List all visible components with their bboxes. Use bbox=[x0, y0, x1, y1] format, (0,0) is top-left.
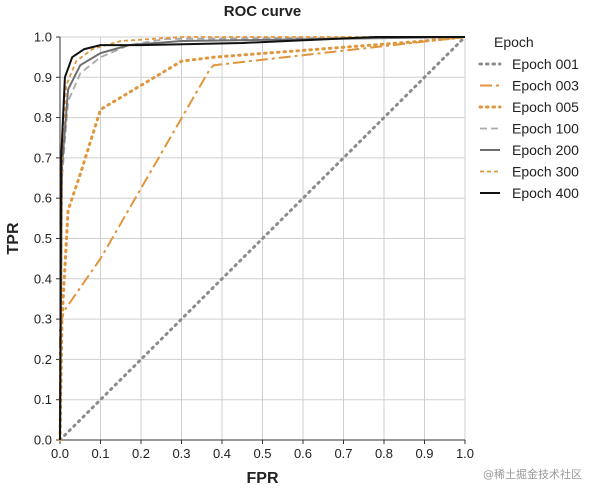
x-axis-label: FPR bbox=[247, 470, 279, 486]
y-tick-label: 0.6 bbox=[34, 191, 52, 206]
x-tick-label: 0.1 bbox=[91, 446, 109, 461]
y-tick-label: 0.4 bbox=[34, 271, 52, 286]
x-tick-label: 0.6 bbox=[294, 446, 312, 461]
x-tick-label: 0.8 bbox=[375, 446, 393, 461]
y-tick-label: 0.1 bbox=[34, 392, 52, 407]
x-tick-label: 0.4 bbox=[213, 446, 231, 461]
y-tick-label: 0.0 bbox=[34, 433, 52, 448]
y-tick-label: 0.9 bbox=[34, 70, 52, 85]
y-tick-label: 0.7 bbox=[34, 150, 52, 165]
y-axis-label: TPR bbox=[5, 222, 22, 254]
y-tick-label: 1.0 bbox=[34, 30, 52, 45]
x-tick-label: 1.0 bbox=[456, 446, 474, 461]
legend-entry: Epoch 005 bbox=[512, 99, 579, 115]
series-line-epoch-100 bbox=[59, 36, 466, 441]
y-tick-label: 0.3 bbox=[34, 312, 52, 327]
legend-entry: Epoch 100 bbox=[512, 121, 579, 137]
legend-title: Epoch bbox=[494, 34, 534, 50]
y-tick-label: 0.2 bbox=[34, 352, 52, 367]
x-tick-label: 0.5 bbox=[253, 446, 271, 461]
x-tick-label: 0.9 bbox=[415, 446, 433, 461]
chart-title: ROC curve bbox=[224, 3, 302, 20]
series-line-epoch-001 bbox=[58, 35, 467, 442]
x-tick-label: 0.7 bbox=[334, 446, 352, 461]
y-tick-label: 0.5 bbox=[34, 231, 52, 246]
legend-entry: Epoch 400 bbox=[512, 185, 579, 201]
x-tick-label: 0.2 bbox=[132, 446, 150, 461]
legend-entry: Epoch 001 bbox=[512, 56, 579, 72]
legend-entry: Epoch 200 bbox=[512, 142, 579, 158]
x-tick-label: 0.3 bbox=[172, 446, 190, 461]
series-line-epoch-003 bbox=[59, 36, 466, 440]
watermark-text: @稀土掘金技术社区 bbox=[483, 468, 582, 481]
legend-entry: Epoch 003 bbox=[512, 78, 579, 94]
y-tick-label: 0.8 bbox=[34, 110, 52, 125]
series-line-epoch-400 bbox=[59, 36, 465, 441]
series-line-epoch-005 bbox=[58, 35, 467, 442]
x-tick-label: 0.0 bbox=[51, 446, 69, 461]
series-line-epoch-200 bbox=[59, 36, 466, 441]
legend-entry: Epoch 300 bbox=[512, 164, 579, 180]
